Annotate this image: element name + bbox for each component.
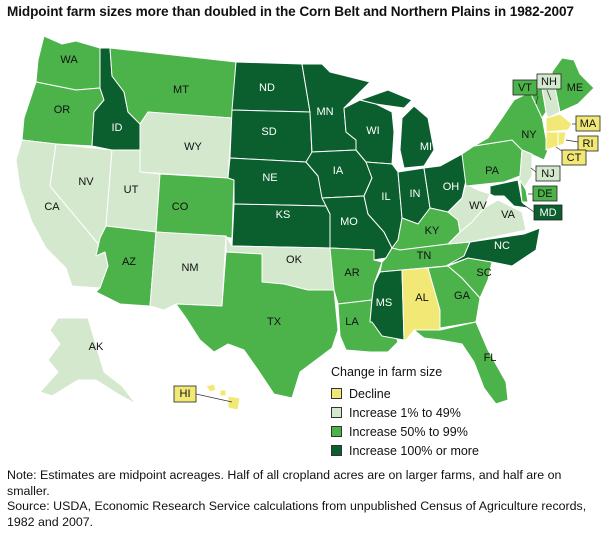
state-PA (461, 139, 523, 187)
label-NH: NH (541, 76, 557, 88)
legend-label: Decline (349, 386, 391, 401)
label-KY: KY (425, 225, 440, 237)
label-MT: MT (173, 84, 189, 96)
legend: Change in farm size Decline Increase 1% … (331, 365, 479, 460)
label-TN: TN (417, 250, 432, 262)
label-VA: VA (501, 209, 516, 221)
label-ID: ID (112, 122, 123, 134)
label-RI: RI (583, 138, 594, 150)
label-DE: DE (537, 188, 552, 200)
label-MA: MA (580, 118, 597, 130)
map-title: Midpoint farm sizes more than doubled in… (7, 4, 574, 19)
legend-item-increase-1-49: Increase 1% to 49% (331, 403, 479, 422)
label-GA: GA (454, 290, 471, 302)
legend-swatch (331, 388, 342, 399)
legend-label: Increase 100% or more (349, 443, 479, 458)
label-WI: WI (366, 125, 379, 137)
label-AK: AK (89, 341, 104, 353)
label-LA: LA (345, 316, 359, 328)
state-CO (155, 173, 235, 239)
state-ME (551, 57, 595, 113)
label-NV: NV (78, 176, 94, 188)
callout-box-HI (173, 385, 197, 403)
label-NC: NC (494, 240, 510, 252)
us-map: WA OR CA NV ID MT WY UT AZ CO NM ND SD N… (15, 35, 601, 411)
state-MD (489, 179, 529, 209)
notes: Note: Estimates are midpoint acreages. H… (7, 468, 602, 530)
label-CO: CO (172, 201, 189, 213)
state-AK (39, 317, 137, 405)
label-AR: AR (344, 267, 359, 279)
label-KS: KS (276, 209, 291, 221)
state-HI (205, 383, 241, 411)
label-PA: PA (485, 165, 500, 177)
label-ND: ND (259, 82, 275, 94)
legend-item-increase-100-plus: Increase 100% or more (331, 441, 479, 460)
label-MO: MO (340, 216, 358, 228)
state-MA (545, 113, 573, 133)
label-IN: IN (410, 188, 421, 200)
label-FL: FL (484, 352, 497, 364)
state-RI (557, 131, 567, 147)
state-TX (175, 251, 339, 399)
callout-box-MA (575, 115, 601, 132)
label-TX: TX (267, 316, 282, 328)
legend-swatch (331, 426, 342, 437)
label-HI: HI (180, 388, 191, 400)
label-UT: UT (124, 184, 139, 196)
label-WA: WA (60, 54, 78, 66)
label-OH: OH (443, 181, 460, 193)
states-layer (15, 35, 595, 411)
state-DE (519, 179, 529, 203)
label-WV: WV (469, 200, 487, 212)
label-CA: CA (44, 201, 60, 213)
state-WV (447, 183, 491, 233)
legend-item-decline: Decline (331, 384, 479, 403)
label-SC: SC (476, 267, 491, 279)
state-labels: WA OR CA NV ID MT WY UT AZ CO NM ND SD N… (44, 54, 537, 364)
legend-swatch (331, 407, 342, 418)
legend-swatch (331, 445, 342, 456)
label-NM: NM (181, 262, 198, 274)
label-NY: NY (521, 129, 537, 141)
label-CT: CT (567, 152, 582, 164)
callout-box-DE (532, 185, 558, 202)
label-WY: WY (184, 141, 202, 153)
callout-labels: VT NH ME MA RI CT NJ DE MD AK HI (89, 73, 601, 403)
label-SD: SD (261, 126, 276, 138)
source-text: Source: USDA, Economic Research Service … (7, 499, 587, 529)
legend-item-increase-50-99: Increase 50% to 99% (331, 422, 479, 441)
callout-box-NJ (535, 165, 561, 182)
label-IL: IL (381, 191, 390, 203)
label-MI: MI (420, 141, 432, 153)
callout-box-CT (561, 149, 587, 166)
note-text: Note: Estimates are midpoint acreages. H… (7, 468, 562, 498)
callout-box-MD (533, 204, 563, 221)
label-OK: OK (286, 254, 303, 266)
label-NJ: NJ (541, 168, 554, 180)
legend-label: Increase 50% to 99% (349, 424, 468, 439)
callout-box-RI (577, 135, 599, 152)
label-MD: MD (539, 207, 556, 219)
label-OR: OR (54, 104, 71, 116)
label-ME: ME (567, 82, 584, 94)
label-NE: NE (262, 172, 277, 184)
label-MN: MN (316, 106, 333, 118)
label-IA: IA (333, 165, 344, 177)
label-AL: AL (415, 292, 428, 304)
label-AZ: AZ (122, 256, 136, 268)
label-VT: VT (518, 82, 532, 94)
legend-title: Change in farm size (331, 365, 443, 379)
state-NC (445, 227, 541, 267)
callout-box-NH (536, 73, 562, 90)
legend-label: Increase 1% to 49% (349, 405, 461, 420)
state-MI (359, 89, 435, 169)
label-MS: MS (376, 297, 393, 309)
state-FL (413, 321, 509, 405)
